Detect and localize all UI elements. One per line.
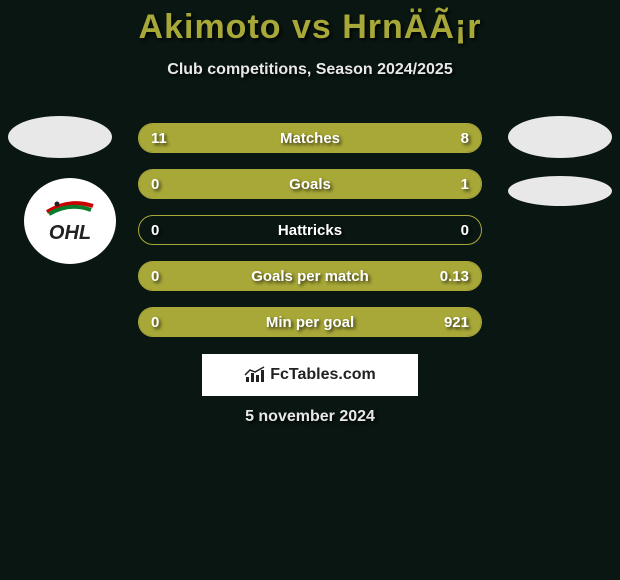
stat-value-right: 1	[461, 176, 469, 193]
stat-value-left: 0	[151, 268, 159, 285]
stat-value-right: 0.13	[440, 268, 469, 285]
brand-badge[interactable]: FcTables.com	[202, 354, 418, 396]
stat-value-left: 0	[151, 176, 159, 193]
stat-row-hattricks: 0 Hattricks 0	[138, 215, 482, 245]
stat-label: Goals	[289, 176, 331, 193]
stat-fill-right	[337, 124, 481, 152]
stat-row-goals-per-match: 0 Goals per match 0.13	[138, 261, 482, 291]
stat-value-left: 0	[151, 314, 159, 331]
brand-text: FcTables.com	[270, 366, 376, 384]
stat-value-right: 921	[444, 314, 469, 331]
chart-icon	[244, 366, 266, 384]
page-subtitle: Club competitions, Season 2024/2025	[0, 61, 620, 79]
club-logo-ohl: OHL	[24, 178, 116, 264]
player-right-logo-placeholder-1	[508, 116, 612, 158]
stat-value-right: 8	[461, 130, 469, 147]
stat-label: Hattricks	[278, 222, 342, 239]
stat-row-goals: 0 Goals 1	[138, 169, 482, 199]
stat-label: Matches	[280, 130, 340, 147]
ohl-logo-text: OHL	[49, 222, 91, 245]
stat-row-matches: 11 Matches 8	[138, 123, 482, 153]
player-left-logo-placeholder	[8, 116, 112, 158]
stat-label: Min per goal	[266, 314, 354, 331]
stat-row-min-per-goal: 0 Min per goal 921	[138, 307, 482, 337]
page-title: Akimoto vs HrnÄÃ¡r	[0, 0, 620, 47]
stat-value-left: 0	[151, 222, 159, 239]
player-right-logo-placeholder-2	[508, 176, 612, 206]
stats-container: 11 Matches 8 0 Goals 1 0 Hattricks 0 0 G…	[138, 123, 482, 353]
stat-value-right: 0	[461, 222, 469, 239]
stat-value-left: 11	[151, 130, 167, 147]
footer-date: 5 november 2024	[0, 408, 620, 426]
stat-label: Goals per match	[251, 268, 369, 285]
ohl-swoosh-icon	[45, 196, 95, 216]
